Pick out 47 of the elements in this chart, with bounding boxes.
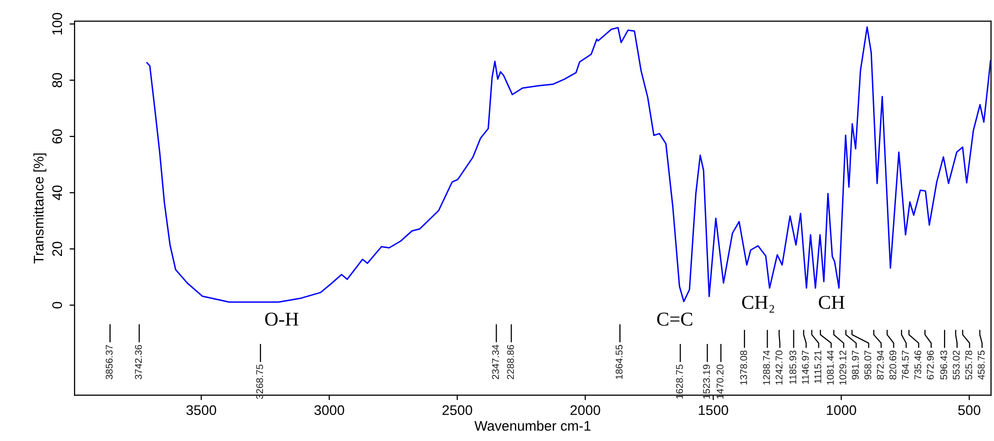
annotation: 2347.34	[492, 344, 499, 380]
annotation: CH₂	[742, 296, 774, 313]
annotation: 1523.19	[703, 364, 710, 399]
y-tick-label: 100	[52, 12, 62, 35]
annotation: 820.69	[889, 350, 896, 380]
annotation: 735.46	[914, 350, 922, 380]
annotation: CH	[818, 296, 844, 309]
annotation: 525.78	[965, 350, 972, 380]
annotation: 1628.75	[676, 364, 683, 399]
y-tick-label: 80	[52, 73, 62, 88]
y-tick-label: 0	[52, 302, 62, 308]
x-tick-label: 1500	[698, 405, 728, 416]
y-tick-label: 20	[52, 242, 62, 256]
annotation: 3268.75	[256, 364, 264, 399]
y-axis-title: Transmittance [%]	[33, 153, 46, 264]
annotation: 872.94	[876, 350, 884, 380]
annotation: 1470.20	[716, 364, 724, 399]
x-axis-title: Wavenumber cm-1	[474, 420, 591, 431]
annotation: 1378.08	[740, 350, 748, 385]
annotation: 3742.36	[134, 344, 142, 380]
annotation: O-H	[265, 312, 298, 326]
annotation: 1115.21	[814, 350, 822, 384]
annotation: 672.96	[926, 350, 934, 380]
annotation: 553.02	[952, 350, 960, 380]
x-tick-label: 3000	[314, 405, 344, 416]
x-tick-label: 3500	[186, 405, 216, 416]
annotation: 2288.86	[507, 344, 514, 380]
x-tick-label: 2000	[570, 405, 600, 416]
annotation: 596.43	[940, 350, 948, 380]
annotation: 981.97	[852, 350, 859, 380]
annotation: 1081.44	[826, 350, 834, 385]
annotation: 1288.74	[763, 350, 770, 385]
annotation: 1242.70	[776, 350, 782, 385]
annotation: 1146.97	[802, 350, 809, 384]
annotation: C=C	[657, 312, 692, 326]
annotation: 3856.37	[106, 345, 113, 380]
annotation: 1864.55	[616, 344, 623, 379]
annotation: 958.07	[864, 350, 872, 380]
annotation: 1029.12	[839, 350, 846, 385]
x-tick-label: 500	[958, 405, 980, 416]
annotation: 458.75	[978, 350, 985, 380]
y-tick-label: 60	[52, 129, 62, 144]
x-tick-label: 1000	[826, 405, 856, 416]
y-tick-label: 40	[52, 186, 62, 200]
annotation: 1185.93	[789, 350, 796, 384]
x-tick-label: 2500	[442, 405, 472, 416]
annotation: 764.57	[902, 350, 909, 380]
